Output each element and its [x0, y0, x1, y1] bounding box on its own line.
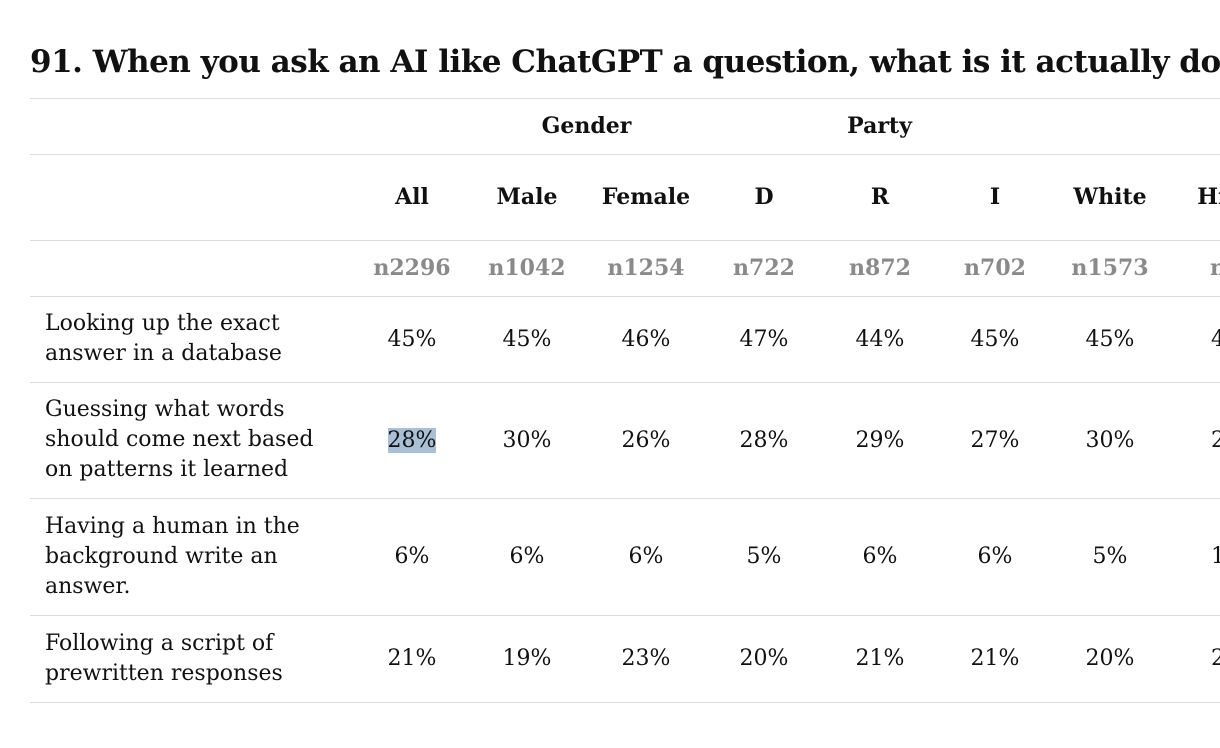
sample-size: n722	[733, 255, 795, 281]
value-cell: 20%	[706, 615, 822, 702]
value-text: 19%	[502, 646, 552, 671]
value-text: 45%	[1085, 326, 1135, 352]
value-cell: 45%	[354, 296, 470, 382]
value-cell: 20%	[1052, 615, 1168, 702]
value-cell: 21%	[822, 615, 938, 702]
value-cell: 6%	[588, 498, 704, 615]
value-cell: 29%	[822, 382, 938, 498]
value-cell: 23%	[588, 615, 704, 702]
value-text: 20%	[739, 646, 789, 671]
value-cell: 1	[1160, 498, 1220, 615]
row-divider	[30, 98, 1220, 99]
group-header: Gender	[541, 113, 632, 139]
value-cell: 47%	[706, 296, 822, 382]
value-text: 21%	[855, 646, 905, 671]
column-header: I	[989, 184, 1001, 210]
value-cell: 45%	[1052, 296, 1168, 382]
row-divider	[30, 154, 1220, 155]
row-label: Following a script of prewritten respons…	[45, 630, 283, 686]
column-header: R	[870, 184, 890, 210]
row-divider	[30, 382, 1220, 383]
value-cell: 45%	[469, 296, 585, 382]
value-text: 47%	[739, 326, 789, 352]
column-header: All	[395, 184, 429, 210]
row-divider	[30, 498, 1220, 499]
value-text: 6%	[628, 544, 664, 569]
value-text: 30%	[1085, 427, 1135, 453]
value-text: 21%	[970, 646, 1020, 671]
value-text: 46%	[621, 326, 671, 352]
row-divider	[30, 702, 1220, 703]
value-text: 28%	[739, 427, 789, 453]
value-cell: 6%	[354, 498, 470, 615]
value-text: 21%	[387, 646, 437, 671]
value-text: 45%	[502, 326, 552, 352]
value-text: 5%	[746, 544, 782, 569]
value-text: 5%	[1092, 544, 1128, 569]
row-label: Looking up the exact answer in a databas…	[45, 311, 282, 366]
value-text: 6%	[862, 544, 898, 569]
column-header: D	[754, 184, 774, 210]
value-cell: 6%	[469, 498, 585, 615]
value-text: 30%	[502, 427, 552, 453]
value-cell: 5%	[706, 498, 822, 615]
row-divider	[30, 240, 1220, 241]
value-cell: 30%	[1052, 382, 1168, 498]
value-cell: 6%	[937, 498, 1053, 615]
value-cell: 28%	[706, 382, 822, 498]
value-text: 26%	[621, 427, 671, 453]
value-text: 1	[1211, 544, 1220, 569]
sample-size: n702	[964, 255, 1026, 281]
row-label: Guessing what words should come next bas…	[45, 397, 314, 482]
group-header: Party	[847, 113, 912, 139]
value-text: 44%	[855, 326, 905, 352]
value-cell: 21%	[937, 615, 1053, 702]
value-cell: 27%	[937, 382, 1053, 498]
value-text: 4	[1211, 326, 1220, 352]
column-header: Female	[601, 184, 691, 210]
value-cell: 26%	[588, 382, 704, 498]
sample-size: n1042	[488, 255, 566, 281]
value-cell: 19%	[469, 615, 585, 702]
value-cell: 45%	[937, 296, 1053, 382]
value-cell: 30%	[469, 382, 585, 498]
column-header: Male	[496, 184, 558, 210]
value-text: 6%	[509, 544, 545, 569]
question-title: 91. When you ask an AI like ChatGPT a qu…	[30, 44, 1220, 80]
value-text: 45%	[387, 326, 437, 352]
value-text: 29%	[855, 427, 905, 453]
value-text: 6%	[394, 544, 430, 569]
row-label: Having a human in the background write a…	[45, 513, 300, 599]
column-header: White	[1073, 184, 1147, 210]
value-cell: 46%	[588, 296, 704, 382]
value-text: 23%	[621, 646, 671, 671]
sample-size: n872	[849, 255, 911, 281]
value-text: 2	[1211, 427, 1220, 453]
value-text: 6%	[977, 544, 1013, 569]
value-cell: 2	[1160, 615, 1220, 702]
column-header: His	[1197, 184, 1220, 210]
row-divider	[30, 615, 1220, 616]
sample-size: n1573	[1071, 255, 1149, 281]
value-cell: 5%	[1052, 498, 1168, 615]
value-cell: 2	[1160, 382, 1220, 498]
value-cell: 21%	[354, 615, 470, 702]
value-text: 2	[1211, 646, 1220, 671]
sample-size: n1254	[607, 255, 685, 281]
value-cell: 4	[1160, 296, 1220, 382]
row-divider	[30, 296, 1220, 297]
value-text: 28%	[387, 427, 437, 453]
value-text: 45%	[970, 326, 1020, 352]
sample-size: n2296	[373, 255, 451, 281]
value-cell: 6%	[822, 498, 938, 615]
value-text: 20%	[1085, 646, 1135, 671]
value-cell: 44%	[822, 296, 938, 382]
value-cell: 28%	[354, 382, 470, 498]
value-text: 27%	[970, 427, 1020, 453]
sample-size: n	[1210, 255, 1220, 281]
